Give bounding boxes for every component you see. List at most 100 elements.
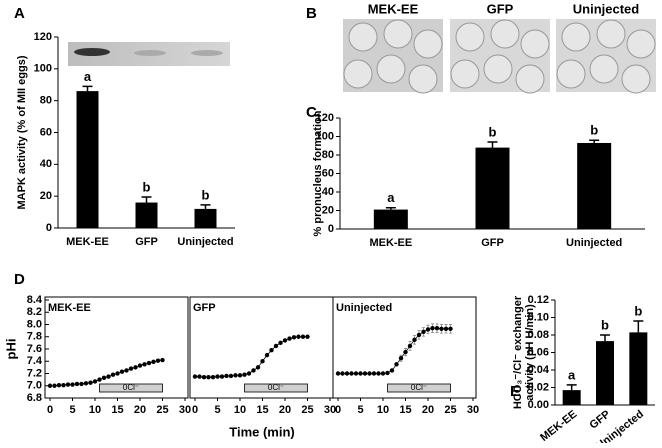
error-bar — [82, 85, 93, 92]
data-point — [242, 372, 247, 377]
y-axis-label: activity (pH U/min) — [524, 304, 536, 401]
data-point — [344, 371, 350, 376]
series-line — [195, 336, 308, 378]
y-tick-label: 7.4 — [27, 355, 43, 367]
data-point — [65, 382, 71, 387]
image-label: Uninjected — [573, 1, 640, 16]
y-tick-label: 60 — [322, 167, 334, 179]
series-label: MEK-EE — [48, 302, 91, 314]
bar — [135, 202, 158, 228]
error-bar — [141, 196, 152, 203]
x-tick-label: GFP — [135, 236, 158, 248]
x-axis-label: Time (min) — [229, 424, 295, 439]
y-axis-label: HCO₃⁻/Cl⁻ exchanger — [512, 295, 524, 409]
bar — [475, 147, 510, 229]
data-point — [430, 325, 435, 331]
y-tick-label: 0 — [328, 223, 334, 235]
data-point — [421, 329, 426, 335]
series-line — [338, 327, 451, 374]
error-bar — [385, 206, 396, 210]
data-point — [47, 383, 53, 388]
data-point — [70, 382, 75, 387]
data-point — [278, 340, 283, 346]
egg — [408, 64, 438, 94]
data-point — [74, 381, 80, 387]
error-bar — [566, 384, 577, 391]
y-tick-label: 0.12 — [528, 294, 549, 306]
data-point — [56, 382, 62, 388]
significance-letter: b — [143, 179, 151, 194]
data-point — [101, 375, 107, 380]
data-point — [425, 327, 431, 332]
series-label: Uninjected — [336, 302, 392, 314]
data-point — [340, 371, 345, 376]
significance-letter: b — [634, 303, 642, 318]
data-point — [124, 368, 129, 373]
egg — [556, 59, 586, 89]
egg — [343, 59, 373, 89]
x-tick-label: 10 — [234, 404, 246, 416]
egg — [561, 22, 591, 52]
egg — [596, 19, 626, 49]
data-point — [389, 368, 395, 373]
x-tick-label: GFP — [481, 237, 504, 249]
data-point — [273, 343, 279, 349]
data-point — [151, 359, 156, 365]
data-point — [251, 368, 256, 373]
error-bar — [600, 334, 610, 342]
data-point — [52, 383, 57, 388]
data-point — [160, 357, 165, 363]
treatment-label: 0Cl⁻ — [123, 383, 139, 392]
y-axis-label: MAPK activity (% of MII eggs) — [16, 55, 28, 209]
egg — [621, 64, 651, 94]
data-point — [79, 381, 84, 387]
data-point — [385, 370, 390, 376]
data-point — [434, 325, 440, 331]
y-tick-label: 20 — [322, 204, 334, 216]
blot-band — [74, 48, 110, 56]
data-point — [215, 374, 220, 379]
data-point — [264, 352, 270, 358]
x-tick-label: 15 — [399, 404, 411, 416]
y-tick-label: 0.02 — [528, 381, 549, 393]
data-point — [228, 373, 234, 379]
significance-letter: b — [202, 187, 210, 202]
data-point — [192, 374, 198, 379]
x-tick-label: 30 — [179, 404, 191, 416]
data-point — [246, 371, 252, 376]
y-tick-label: 7.0 — [27, 380, 42, 392]
egg — [589, 54, 619, 84]
egg — [376, 54, 406, 84]
data-point — [291, 335, 297, 340]
data-point — [155, 358, 161, 363]
y-axis-label: pHi — [3, 339, 18, 360]
y-tick-label: 8.0 — [27, 318, 42, 330]
x-tick-label: 25 — [156, 404, 168, 416]
data-point — [137, 363, 143, 368]
data-point — [416, 332, 422, 338]
series-label: GFP — [193, 302, 216, 314]
egg — [520, 29, 550, 59]
x-tick-label: 15 — [111, 404, 123, 416]
bar — [194, 208, 217, 228]
data-point — [197, 374, 202, 379]
y-tick-label: 7.2 — [27, 367, 42, 379]
x-tick-label: Uninjected — [566, 237, 622, 249]
data-point — [305, 334, 310, 339]
y-tick-label: 80 — [40, 95, 52, 107]
data-point — [335, 371, 341, 376]
data-point — [119, 369, 125, 374]
y-tick-label: 100 — [316, 130, 334, 142]
data-point — [233, 373, 238, 378]
data-point — [371, 371, 377, 376]
significance-letter: b — [590, 123, 598, 138]
data-point — [380, 371, 386, 376]
significance-letter: a — [387, 190, 395, 205]
y-tick-label: 0.04 — [528, 364, 550, 376]
data-point — [128, 366, 134, 371]
error-bar — [200, 204, 211, 209]
significance-letter: a — [84, 69, 92, 84]
egg — [455, 22, 485, 52]
x-tick-label: GFP — [587, 408, 612, 431]
